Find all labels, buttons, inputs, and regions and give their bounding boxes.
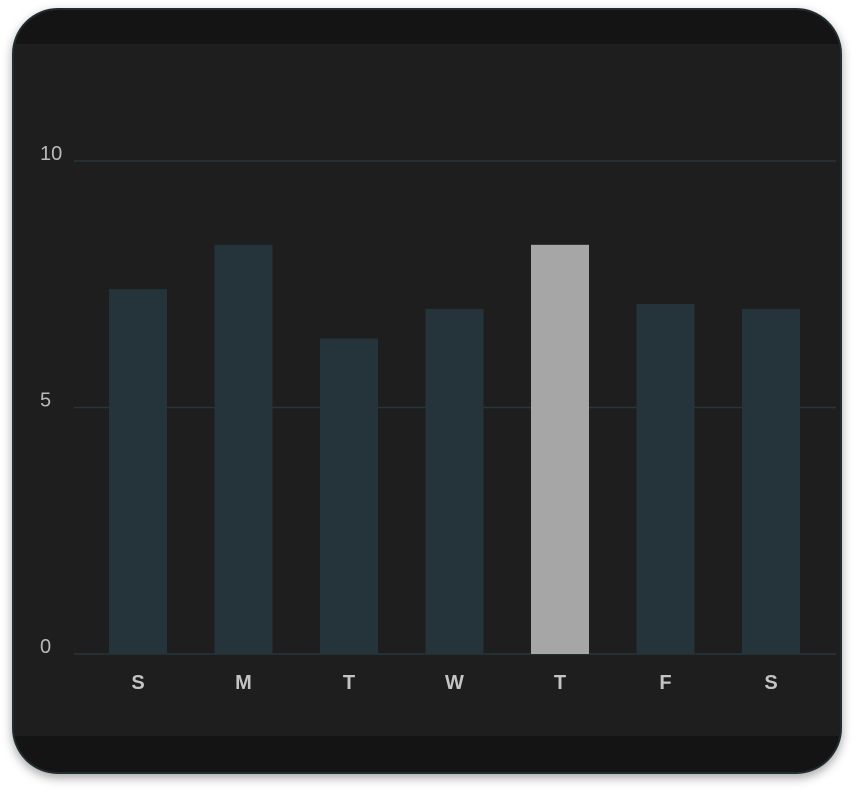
bar-2[interactable] [320,338,378,654]
x-tick-label-4: T [554,672,566,694]
chart-panel: 0 5 10 S M T W T F S [14,44,840,736]
bar-0[interactable] [109,289,167,654]
bar-1[interactable] [214,244,273,654]
sleep-bar-chart: 0 5 10 S M T W T F S [40,143,836,694]
x-tick-label-6: S [764,672,777,694]
y-tick-label-5: 5 [40,390,51,412]
bar-6[interactable] [742,308,800,654]
y-tick-label-10: 10 [40,143,62,165]
bar-5[interactable] [636,303,695,654]
bar-3[interactable] [425,308,484,654]
y-tick-label-0: 0 [40,636,51,658]
x-tick-label-0: S [131,672,144,694]
x-tick-label-3: W [445,672,464,694]
x-tick-label-1: M [235,672,252,694]
x-tick-label-2: T [343,672,355,694]
x-tick-label-5: F [659,672,671,694]
chart-card: 0 5 10 S M T W T F S [12,8,842,774]
bar-4[interactable] [531,244,589,654]
